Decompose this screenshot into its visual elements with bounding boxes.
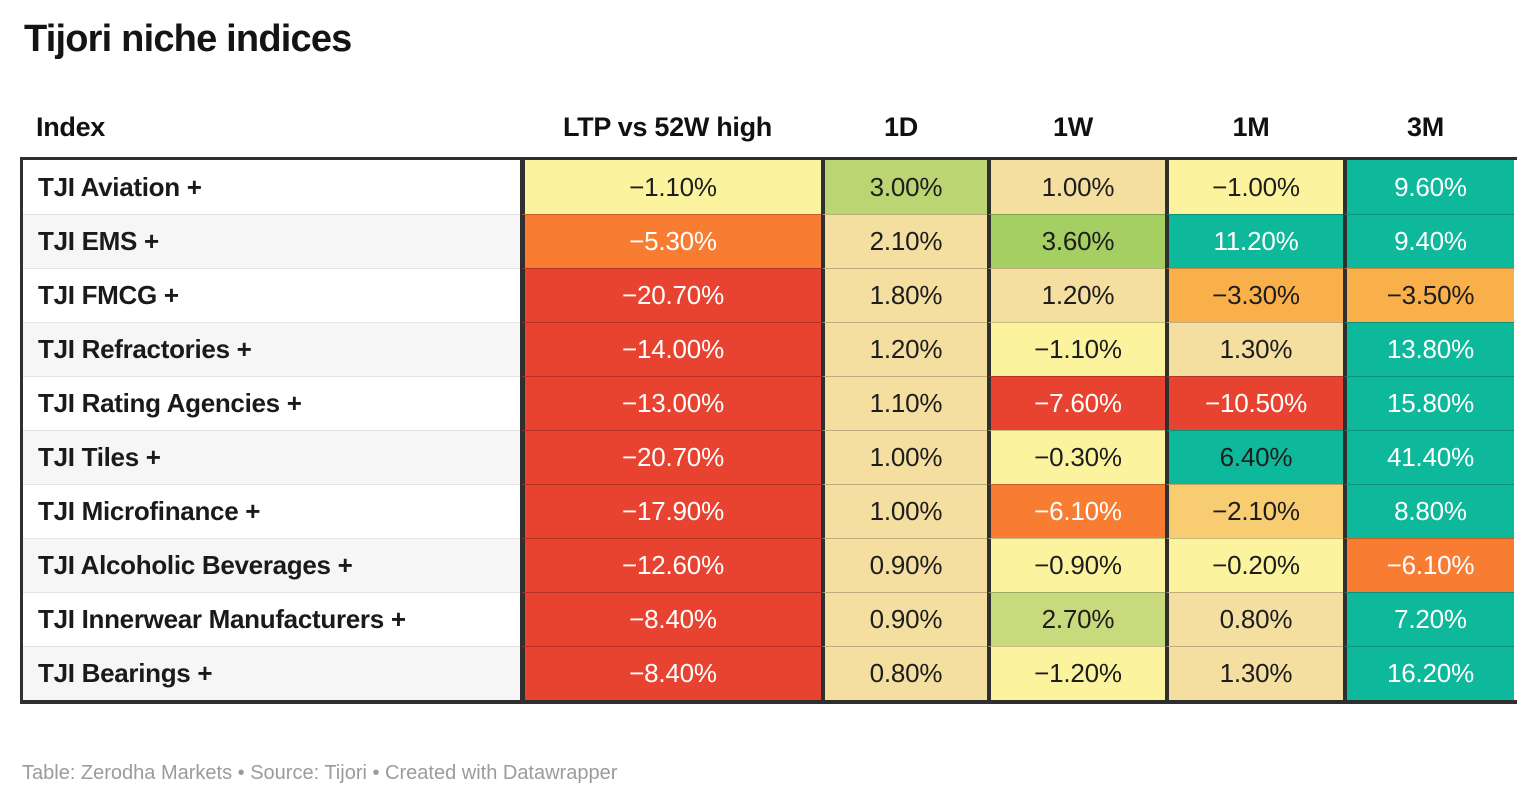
table-row: TJI Microfinance + −17.90% 1.00% −6.10% … — [23, 484, 1517, 538]
value-cell-1d: 1.80% — [821, 268, 987, 322]
value-cell-1m: 6.40% — [1165, 430, 1343, 484]
table-row: TJI EMS + −5.30% 2.10% 3.60% 11.20% 9.40… — [23, 214, 1517, 268]
table-body: TJI Aviation + −1.10% 3.00% 1.00% −1.00%… — [20, 157, 1517, 704]
value-cell-1d: 1.20% — [821, 322, 987, 376]
value-cell-ltp-vs-52w-high: −1.10% — [520, 160, 821, 214]
value-cell-1w: −0.30% — [987, 430, 1165, 484]
value-cell-ltp-vs-52w-high: −20.70% — [520, 430, 821, 484]
value-cell-1d: 0.80% — [821, 646, 987, 700]
table-header-row: Index LTP vs 52W high 1D 1W 1M 3M — [20, 112, 1517, 157]
value-cell-3m: −6.10% — [1343, 538, 1514, 592]
row-label[interactable]: TJI Rating Agencies + — [23, 376, 520, 430]
value-cell-1w: −7.60% — [987, 376, 1165, 430]
value-cell-ltp-vs-52w-high: −5.30% — [520, 214, 821, 268]
value-cell-1d: 0.90% — [821, 592, 987, 646]
indices-table: Index LTP vs 52W high 1D 1W 1M 3M TJI Av… — [20, 112, 1517, 704]
value-cell-1w: −6.10% — [987, 484, 1165, 538]
value-cell-1w: 2.70% — [987, 592, 1165, 646]
value-cell-3m: 41.40% — [1343, 430, 1514, 484]
value-cell-ltp-vs-52w-high: −20.70% — [520, 268, 821, 322]
value-cell-1w: 3.60% — [987, 214, 1165, 268]
row-label[interactable]: TJI Alcoholic Beverages + — [23, 538, 520, 592]
value-cell-ltp-vs-52w-high: −8.40% — [520, 646, 821, 700]
column-header-ltp-vs-52w-high: LTP vs 52W high — [562, 112, 773, 142]
value-cell-1d: 1.00% — [821, 430, 987, 484]
value-cell-1m: 1.30% — [1165, 322, 1343, 376]
page-title: Tijori niche indices — [24, 18, 352, 60]
row-label[interactable]: TJI FMCG + — [23, 268, 520, 322]
column-header-3m: 3M — [1407, 112, 1444, 142]
value-cell-1m: 11.20% — [1165, 214, 1343, 268]
value-cell-ltp-vs-52w-high: −8.40% — [520, 592, 821, 646]
attribution-footer: Table: Zerodha Markets • Source: Tijori … — [22, 762, 618, 784]
value-cell-1m: −3.30% — [1165, 268, 1343, 322]
row-label[interactable]: TJI Innerwear Manufacturers + — [23, 592, 520, 646]
value-cell-3m: 8.80% — [1343, 484, 1514, 538]
value-cell-1w: 1.00% — [987, 160, 1165, 214]
value-cell-1d: 1.10% — [821, 376, 987, 430]
row-label[interactable]: TJI EMS + — [23, 214, 520, 268]
column-header-1w: 1W — [1053, 112, 1093, 142]
value-cell-3m: 16.20% — [1343, 646, 1514, 700]
value-cell-3m: −3.50% — [1343, 268, 1514, 322]
table-row: TJI Rating Agencies + −13.00% 1.10% −7.6… — [23, 376, 1517, 430]
value-cell-1m: 0.80% — [1165, 592, 1343, 646]
value-cell-1w: 1.20% — [987, 268, 1165, 322]
value-cell-1d: 3.00% — [821, 160, 987, 214]
row-label[interactable]: TJI Bearings + — [23, 646, 520, 700]
table-row: TJI Tiles + −20.70% 1.00% −0.30% 6.40% 4… — [23, 430, 1517, 484]
column-header-1m: 1M — [1232, 112, 1270, 142]
table-row: TJI Aviation + −1.10% 3.00% 1.00% −1.00%… — [23, 160, 1517, 214]
value-cell-1d: 0.90% — [821, 538, 987, 592]
row-label[interactable]: TJI Microfinance + — [23, 484, 520, 538]
value-cell-3m: 13.80% — [1343, 322, 1514, 376]
table-row: TJI Innerwear Manufacturers + −8.40% 0.9… — [23, 592, 1517, 646]
value-cell-ltp-vs-52w-high: −12.60% — [520, 538, 821, 592]
value-cell-3m: 15.80% — [1343, 376, 1514, 430]
value-cell-1w: −1.10% — [987, 322, 1165, 376]
row-label[interactable]: TJI Tiles + — [23, 430, 520, 484]
table-row: TJI FMCG + −20.70% 1.80% 1.20% −3.30% −3… — [23, 268, 1517, 322]
value-cell-1m: −1.00% — [1165, 160, 1343, 214]
value-cell-1d: 2.10% — [821, 214, 987, 268]
value-cell-1w: −0.90% — [987, 538, 1165, 592]
table-row: TJI Refractories + −14.00% 1.20% −1.10% … — [23, 322, 1517, 376]
value-cell-1m: 1.30% — [1165, 646, 1343, 700]
value-cell-3m: 9.40% — [1343, 214, 1514, 268]
table-row: TJI Bearings + −8.40% 0.80% −1.20% 1.30%… — [23, 646, 1517, 700]
value-cell-1d: 1.00% — [821, 484, 987, 538]
value-cell-ltp-vs-52w-high: −17.90% — [520, 484, 821, 538]
value-cell-3m: 9.60% — [1343, 160, 1514, 214]
value-cell-1m: −0.20% — [1165, 538, 1343, 592]
column-header-1d: 1D — [884, 112, 918, 142]
table-row: TJI Alcoholic Beverages + −12.60% 0.90% … — [23, 538, 1517, 592]
value-cell-3m: 7.20% — [1343, 592, 1514, 646]
row-label[interactable]: TJI Aviation + — [23, 160, 520, 214]
value-cell-ltp-vs-52w-high: −13.00% — [520, 376, 821, 430]
row-label[interactable]: TJI Refractories + — [23, 322, 520, 376]
value-cell-1w: −1.20% — [987, 646, 1165, 700]
value-cell-1m: −10.50% — [1165, 376, 1343, 430]
column-header-index: Index — [36, 112, 106, 142]
value-cell-ltp-vs-52w-high: −14.00% — [520, 322, 821, 376]
value-cell-1m: −2.10% — [1165, 484, 1343, 538]
